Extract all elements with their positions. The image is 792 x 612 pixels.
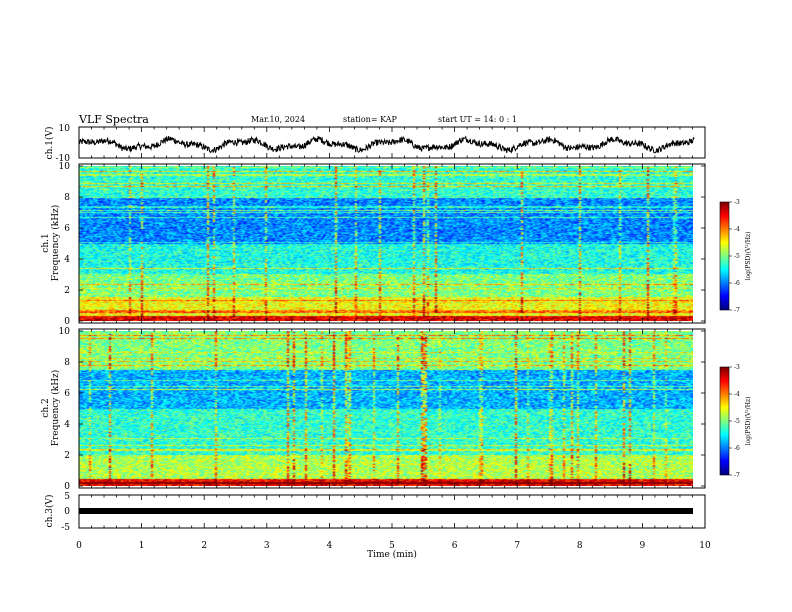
colorbar-tick-label: -5 xyxy=(734,253,740,260)
colorbar-tick-label: -4 xyxy=(734,391,740,398)
colorbar-tick-label: -7 xyxy=(734,307,740,314)
ch1-trace xyxy=(78,135,695,154)
frequency-tick-label: 10 xyxy=(59,327,71,337)
colorbar-tick-label: -3 xyxy=(734,199,740,206)
frequency-tick-label: 0 xyxy=(64,482,70,492)
colorbar-tick-label: -7 xyxy=(734,472,740,479)
time-tick-label: 4 xyxy=(327,541,333,551)
time-tick-label: 10 xyxy=(699,541,711,551)
ch2-colorbar-label: log(PSD)(V²/Hz) xyxy=(745,397,752,446)
time-tick-label: 0 xyxy=(76,541,82,551)
time-tick-label: 9 xyxy=(640,541,646,551)
time-tick-label: 1 xyxy=(139,541,145,551)
ch1-colorbar-label: log(PSD)(V²/Hz) xyxy=(745,232,752,281)
ch1-ylabel: ch.1(V) xyxy=(44,127,55,160)
ch1-waveform-panel: 10 -10 ch.1(V) xyxy=(44,124,706,164)
start-time-label: start UT = 14: 0 : 1 xyxy=(438,115,517,124)
colorbar-tick-label: -6 xyxy=(734,280,740,287)
frequency-tick-label: 0 xyxy=(64,317,70,327)
colorbar-tick-label: -5 xyxy=(734,418,740,425)
ch2-colorbar xyxy=(720,367,729,475)
ch1-spectrogram-image xyxy=(79,166,693,321)
ch3-trace xyxy=(79,508,693,514)
date-label: Mar.10, 2024 xyxy=(251,115,305,124)
time-tick-label: 7 xyxy=(514,541,520,551)
frequency-tick-label: 2 xyxy=(64,451,70,461)
time-tick-label: 5 xyxy=(389,541,395,551)
ch1-ylabel-frequency: Frequency (kHz) xyxy=(50,205,61,282)
ch2-ylabel-frequency: Frequency (kHz) xyxy=(50,370,61,447)
ch1-colorbar xyxy=(720,202,729,310)
colorbar-tick-label: -3 xyxy=(734,364,740,371)
frequency-tick-label: 10 xyxy=(59,162,71,172)
ch3-ylabel: ch.3(V) xyxy=(44,495,55,528)
ch1-ylabel-channel: ch.1 xyxy=(41,233,51,252)
frequency-tick-label: 4 xyxy=(64,255,70,265)
colorbar-tick-label: -6 xyxy=(734,445,740,452)
time-tick-label: 3 xyxy=(264,541,270,551)
ch2-spectrogram-image xyxy=(79,331,693,486)
ch1-ytick-bottom: -10 xyxy=(56,154,71,164)
ch2-ylabel-channel: ch.2 xyxy=(41,398,51,417)
x-axis-label: Time (min) xyxy=(367,549,417,560)
ch1-ytick-top: 10 xyxy=(59,124,71,134)
colorbar-tick-label: -4 xyxy=(734,226,740,233)
frequency-tick-label: 6 xyxy=(64,224,70,234)
station-label: station= KAP xyxy=(343,115,398,124)
ch3-ytick-mid: 0 xyxy=(64,507,70,517)
figure-title: VLF Spectra xyxy=(78,113,149,126)
frequency-tick-label: 8 xyxy=(64,193,70,203)
frequency-tick-label: 2 xyxy=(64,286,70,296)
time-tick-label: 2 xyxy=(201,541,207,551)
ch3-ytick-bottom: -5 xyxy=(61,523,70,533)
time-tick-label: 8 xyxy=(577,541,583,551)
frequency-tick-label: 6 xyxy=(64,389,70,399)
ch3-ytick-top: 5 xyxy=(64,492,70,502)
frequency-tick-label: 4 xyxy=(64,420,70,430)
time-tick-label: 6 xyxy=(452,541,458,551)
frequency-tick-label: 8 xyxy=(64,358,70,368)
ch3-waveform-panel: 5 0 -5 ch.3(V) 0 1 2 3 4 5 6 7 8 9 10 Time (min) xyxy=(44,492,711,560)
